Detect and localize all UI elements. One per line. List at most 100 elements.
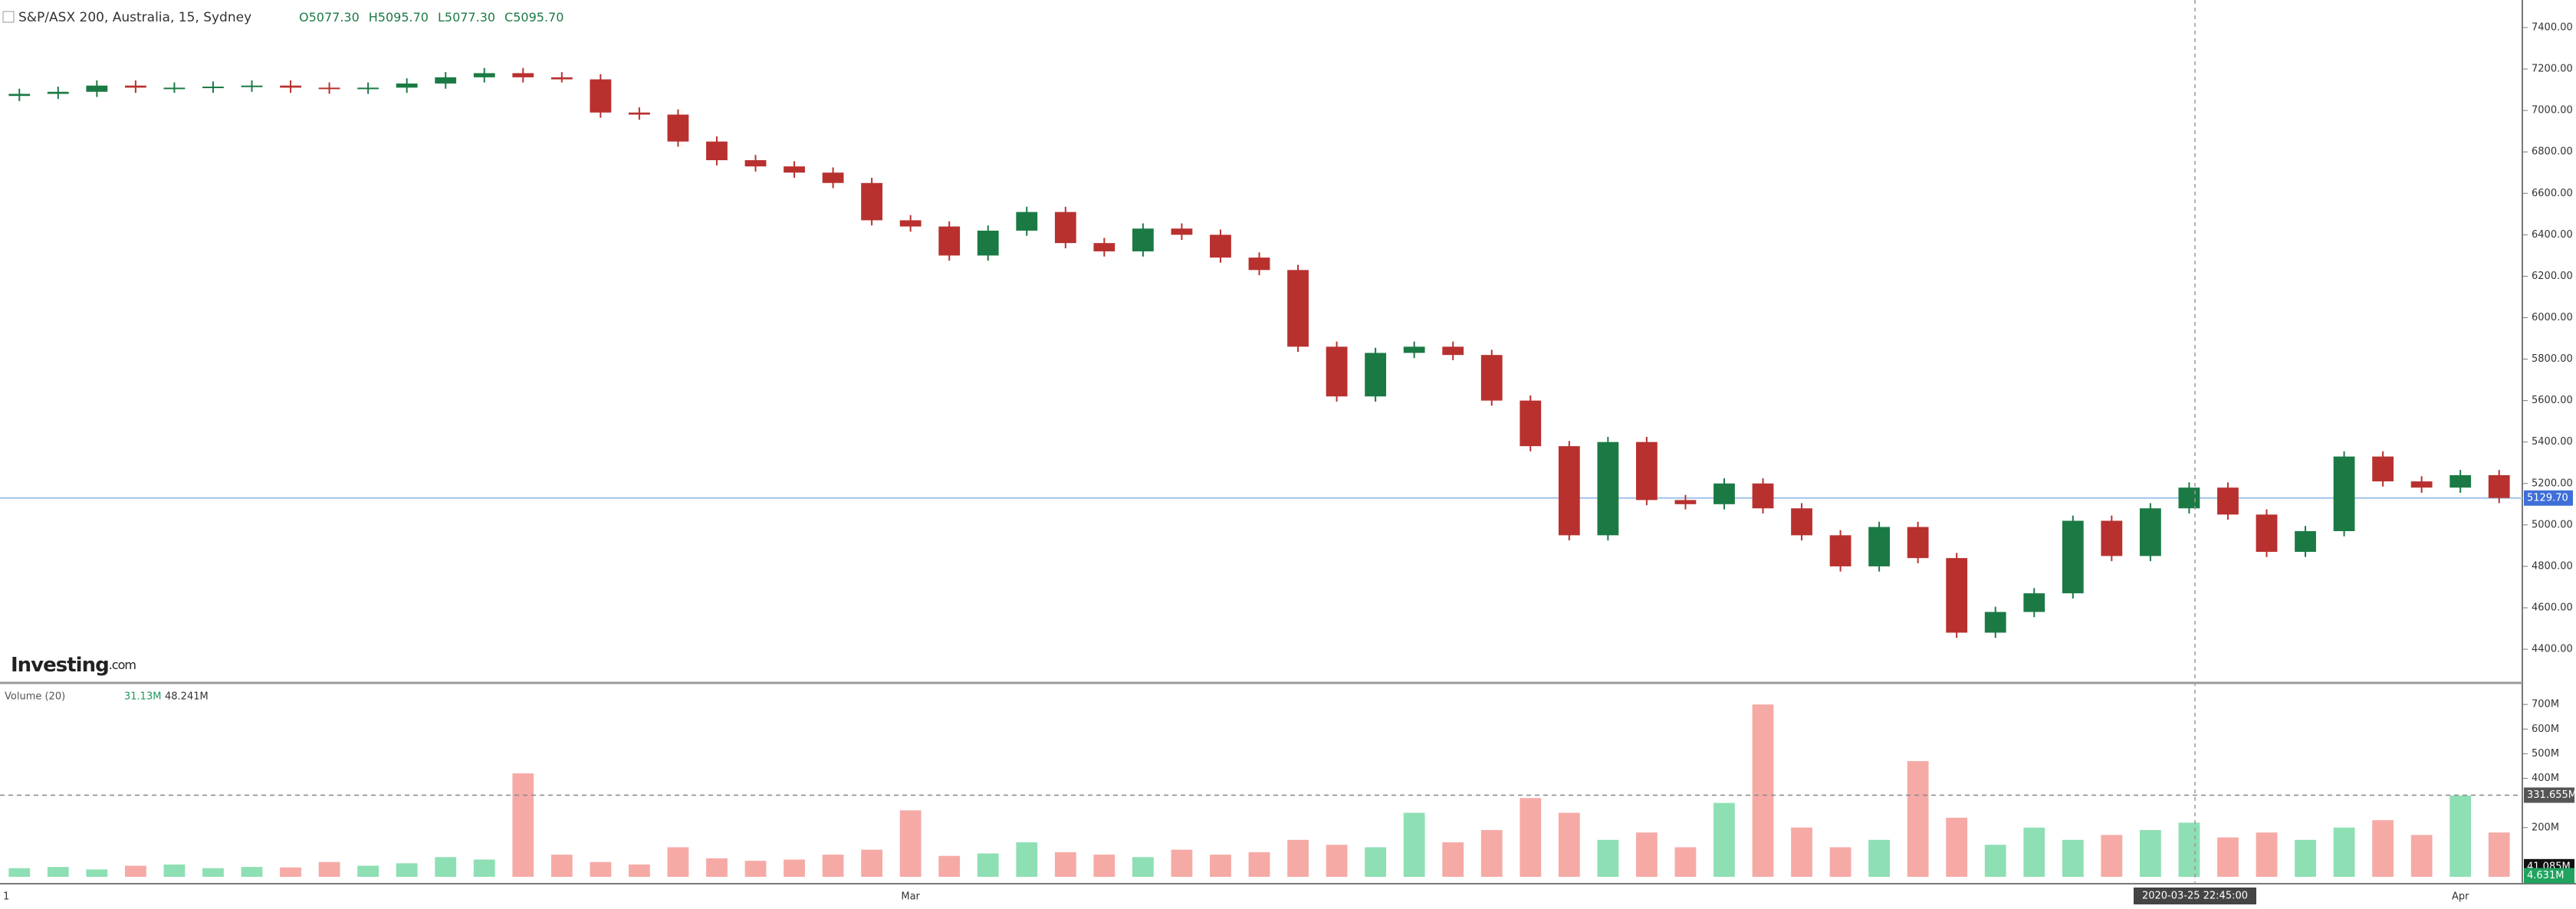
volume-bar	[1635, 832, 1658, 878]
volume-bar	[1054, 852, 1076, 878]
candle-body	[1248, 258, 1270, 271]
volume-bar	[2256, 832, 2278, 878]
candle-body	[2450, 474, 2472, 488]
candle-body	[977, 230, 999, 256]
candle-body	[2410, 481, 2433, 488]
volume-bar	[1829, 847, 1852, 878]
y-tick-label: 5000.00	[2532, 519, 2573, 530]
volume-bar	[473, 859, 495, 878]
volume-bar	[512, 773, 534, 878]
volume-bar	[202, 868, 224, 878]
candle-body	[473, 73, 495, 77]
candle-body	[1752, 483, 1774, 509]
logo-main: Investing	[11, 654, 109, 677]
volume-bar	[2295, 839, 2316, 878]
candle-body	[1016, 212, 1038, 231]
candle-body	[2333, 456, 2355, 531]
candle-body	[1597, 441, 1619, 536]
candle-body	[1558, 446, 1580, 536]
y-tick-label: 7000.00	[2532, 105, 2573, 116]
candle-body	[512, 73, 534, 77]
last-price-label: 5129.70	[2527, 492, 2568, 504]
y2-tick-label: 400M	[2532, 773, 2559, 784]
candle-body	[1520, 400, 1542, 447]
volume-bar	[47, 867, 69, 878]
candle-body	[1210, 235, 1231, 258]
candle-body	[2023, 593, 2045, 612]
volume-bar	[1210, 855, 1231, 878]
volume-bar	[2023, 827, 2045, 878]
y-tick-label: 4400.00	[2532, 644, 2573, 655]
candle-body	[163, 87, 186, 90]
volume-bar	[1016, 842, 1038, 878]
crosshair-label: 2020-03-25 22:45:00	[2142, 891, 2248, 902]
y-tick-label: 5600.00	[2532, 395, 2573, 406]
volume-bar	[1907, 761, 1929, 878]
volume-bar	[280, 867, 301, 878]
volume-bar	[241, 867, 263, 878]
candle-body	[2101, 520, 2123, 556]
volume-title: Volume (20)	[5, 691, 65, 703]
candle-body	[435, 77, 457, 84]
volume-bar	[861, 849, 883, 878]
candle-body	[1946, 558, 1968, 633]
candle-body	[1171, 228, 1193, 235]
volume-bar	[435, 857, 457, 878]
y-tick-label: 4600.00	[2532, 602, 2573, 614]
candle-body	[2256, 514, 2278, 553]
candle-body	[744, 160, 767, 167]
volume-bar	[1326, 845, 1348, 878]
logo-suffix: .com	[109, 658, 136, 672]
volume-label-box	[2524, 868, 2574, 884]
candle-body	[1635, 441, 1658, 500]
y-tick-label: 7400.00	[2532, 21, 2573, 33]
volume-ma-value: 48.241M	[165, 691, 209, 703]
volume-bar	[1287, 839, 1309, 878]
candle-body	[1480, 355, 1503, 401]
x-tick-label: Mar	[901, 891, 920, 903]
volume-bar	[1403, 812, 1425, 878]
candle-body	[318, 87, 340, 90]
volume-bar	[550, 855, 573, 878]
candle-body	[550, 77, 573, 80]
volume-bar	[590, 861, 612, 878]
volume-bar	[2450, 795, 2472, 878]
candle-body	[1868, 527, 1891, 566]
volume-label-box	[2524, 787, 2574, 803]
y-tick-label: 5400.00	[2532, 436, 2573, 448]
volume-bar	[1868, 839, 1891, 878]
candle-body	[1132, 228, 1154, 251]
collapse-icon[interactable]	[2, 11, 15, 23]
candle-body	[2295, 530, 2316, 553]
candle-body	[86, 85, 108, 92]
volume-bar	[822, 855, 844, 878]
x-tick-label: 1	[3, 891, 9, 903]
volume-bar	[2101, 835, 2123, 878]
ohlc-label: L5077.30	[438, 10, 495, 25]
volume-bar	[2217, 837, 2239, 878]
candle-body	[2062, 520, 2084, 594]
candle-body	[861, 182, 883, 221]
volume-bar	[318, 861, 340, 878]
candle-body	[357, 87, 380, 90]
candle-body	[1326, 346, 1348, 397]
chart-title: S&P/ASX 200, Australia, 15, Sydney	[18, 10, 251, 25]
volume-bar	[706, 858, 728, 878]
volume-bar	[1248, 852, 1270, 878]
candle-body	[2217, 487, 2239, 515]
volume-bar	[8, 868, 31, 878]
candle-body	[124, 85, 146, 88]
volume-bar	[2488, 832, 2510, 878]
candle-body	[667, 114, 689, 142]
y-tick-label: 6000.00	[2532, 312, 2573, 323]
volume-bar	[1365, 847, 1387, 878]
candle-body	[628, 112, 650, 115]
candle-body	[1791, 508, 1812, 536]
volume-bar	[977, 853, 999, 878]
candle-body	[938, 226, 961, 256]
candle-body	[8, 94, 31, 97]
volume-bar	[1674, 847, 1697, 878]
volume-value: 31.13M	[124, 691, 161, 703]
volume-bar	[1791, 827, 1812, 878]
